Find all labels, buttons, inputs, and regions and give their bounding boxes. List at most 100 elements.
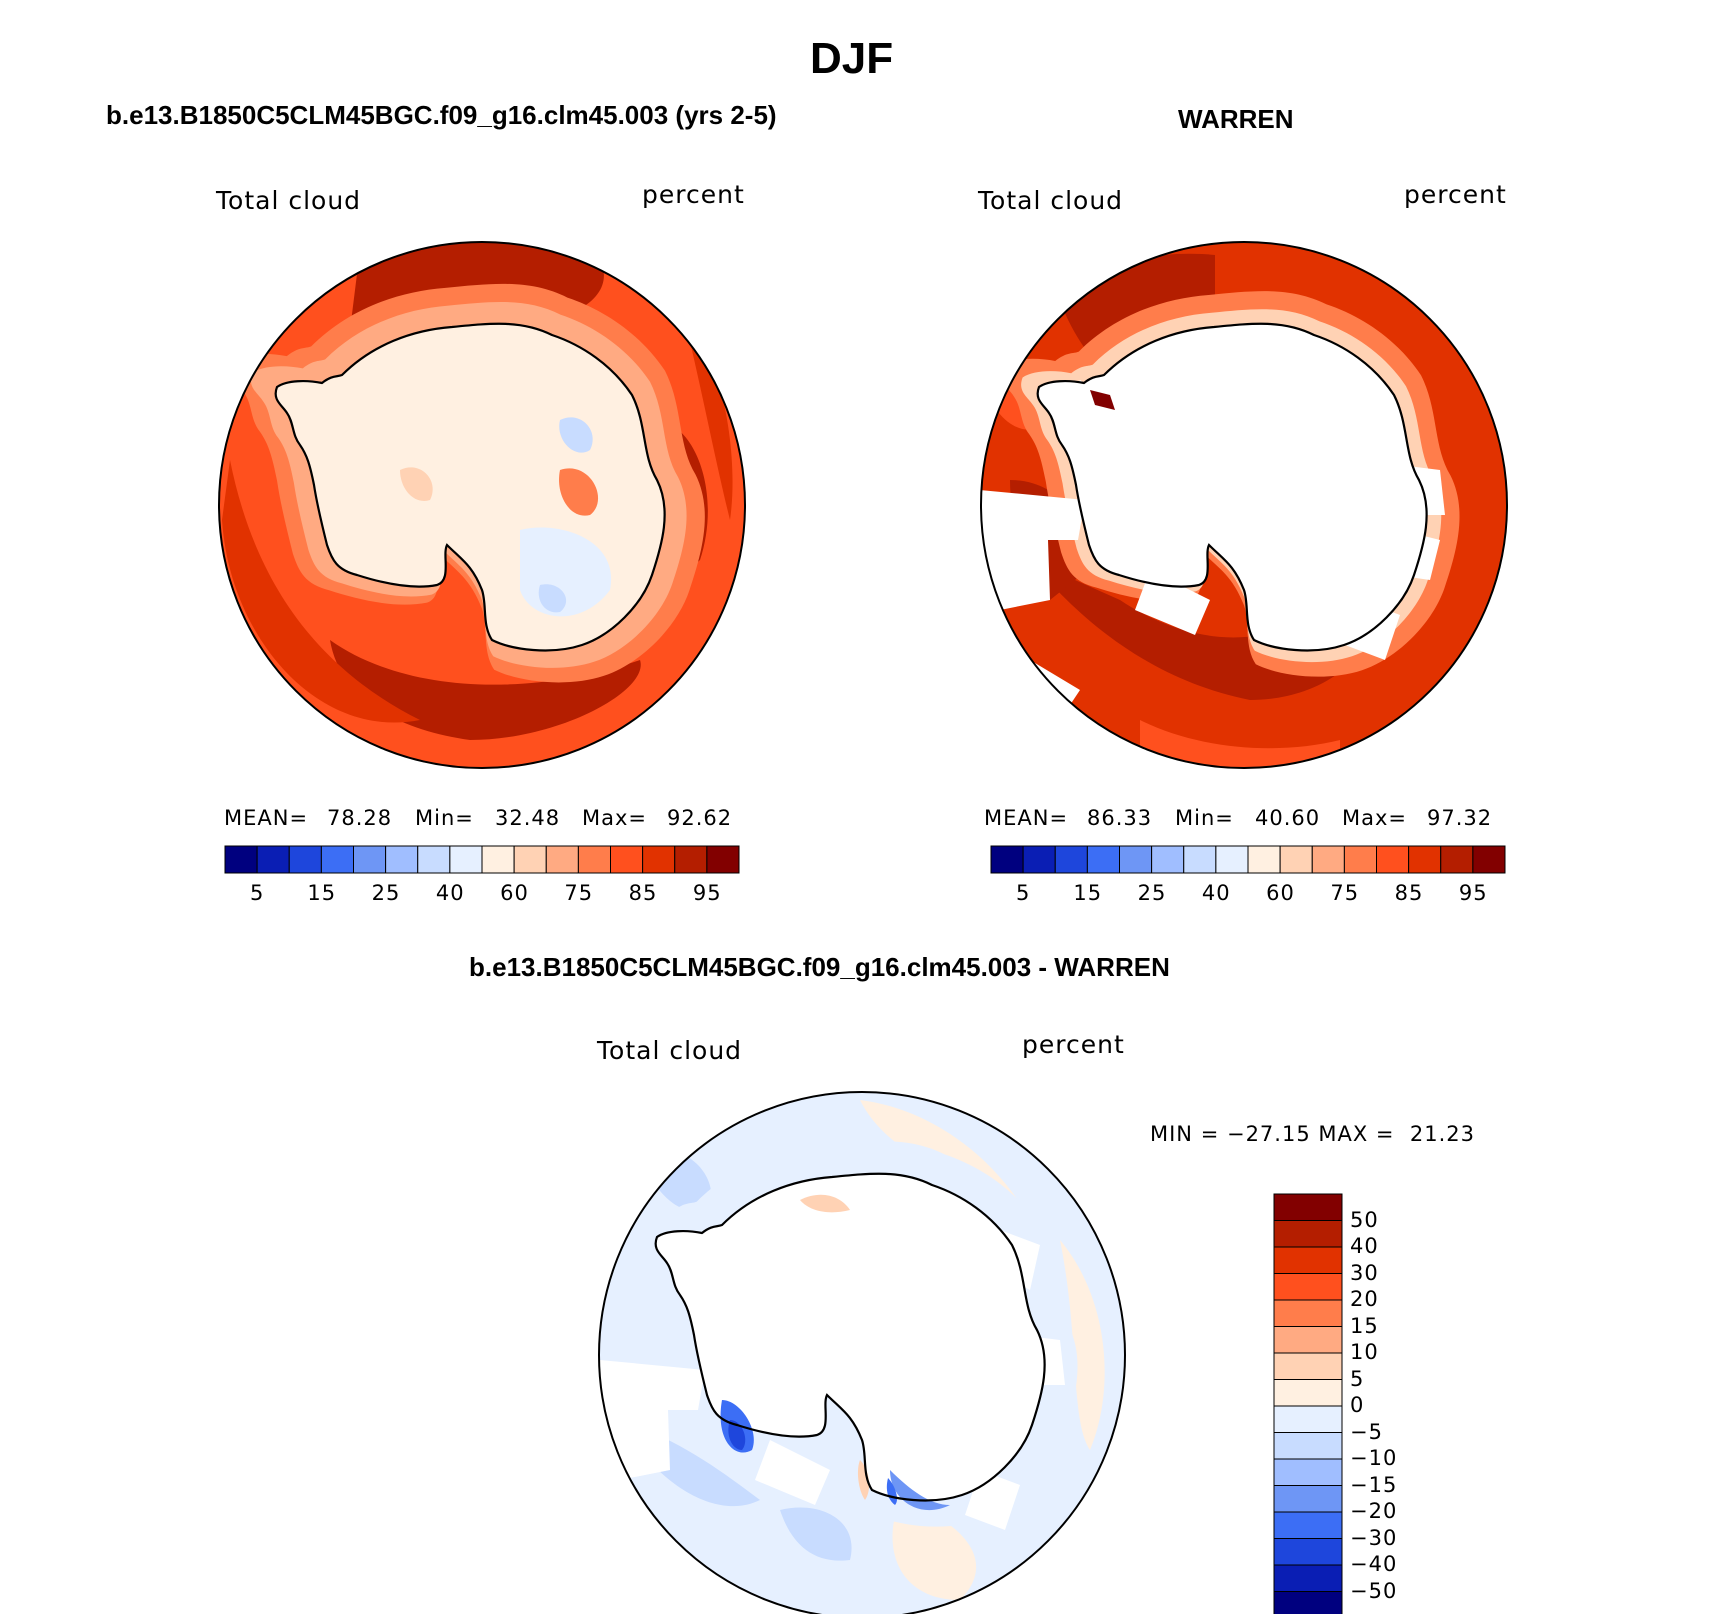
panel-1-colorbar-box <box>642 845 676 874</box>
panel-3-colorbar-label: −40 <box>1350 1552 1398 1576</box>
panel-1-colorbar-tick: 85 <box>628 881 658 905</box>
panel-2-colorbar-box <box>1376 845 1410 874</box>
panel-3-colorbar-box <box>1273 1379 1343 1407</box>
panel-1-colorbar-tick: 40 <box>435 881 465 905</box>
panel-2-map-outline <box>980 241 1508 769</box>
panel-2-colorbar-box <box>1022 845 1056 874</box>
panel-3-colorbar-label: −50 <box>1350 1578 1398 1603</box>
panel-2-colorbar-tick: 75 <box>1330 881 1360 905</box>
panel-3-colorbar-box <box>1273 1591 1343 1614</box>
panel-3-colorbar-label: 50 <box>1350 1207 1379 1232</box>
panel-1-mean-label: MEAN= <box>224 806 309 830</box>
panel-3-colorbar-box <box>1273 1273 1343 1301</box>
panel-3-colorbar-box <box>1273 1352 1343 1380</box>
panel-1-min-label: Min= <box>415 806 474 830</box>
panel-1-colorbar-box <box>224 845 258 874</box>
panel-3-colorbar-box <box>1273 1193 1343 1221</box>
panel-3-colorbar <box>1273 1193 1343 1614</box>
panel-3-colorbar-label: 20 <box>1350 1287 1379 1311</box>
panel-3-colorbar-label: −10 <box>1350 1446 1398 1470</box>
panel-2-colorbar-tick: 5 <box>1015 881 1031 905</box>
panel-3-colorbar-box <box>1273 1458 1343 1486</box>
panel-2-mean-label: MEAN= <box>984 806 1069 830</box>
panel-3-colorbar-box <box>1273 1246 1343 1274</box>
panel-1-map-outline <box>218 241 746 769</box>
panel-1-colorbar-tick: 5 <box>249 881 265 905</box>
panel-1-colorbar <box>224 845 740 874</box>
panel-1-max-label: Max= <box>582 806 648 830</box>
panel-2-colorbar-box <box>990 845 1024 874</box>
panel-2-colorbar-box <box>1215 845 1249 874</box>
panel-1-mean-value: 78.28 <box>327 806 393 830</box>
panel-1-colorbar-tick: 95 <box>692 881 722 905</box>
panel-3-colorbar-box <box>1273 1432 1343 1460</box>
panel-1-colorbar-box <box>481 845 515 874</box>
panel-2-colorbar-tick: 95 <box>1458 881 1488 905</box>
panel-1-colorbar-box <box>288 845 322 874</box>
figure-title: DJF <box>810 34 894 83</box>
panel-3-colorbar-label: 40 <box>1350 1234 1379 1258</box>
panel-1-heading: b.e13.B1850C5CLM45BGC.f09_g16.clm45.003 … <box>106 100 777 130</box>
panel-3-map <box>599 1092 1125 1614</box>
panel-2-colorbar-box <box>1086 845 1120 874</box>
panel-3-variable-label: Total cloud <box>597 1036 743 1065</box>
panel-2-colorbar <box>990 845 1506 874</box>
panel-3-map-outline <box>598 1091 1126 1614</box>
panel-1-units-label: percent <box>642 180 745 209</box>
panel-3-colorbar-box <box>1273 1299 1343 1327</box>
panel-3-colorbar-label: 0 <box>1350 1393 1365 1417</box>
panel-2-colorbar-tick: 25 <box>1137 881 1167 905</box>
panel-2-colorbar-tick: 15 <box>1073 881 1103 905</box>
panel-1-colorbar-box <box>417 845 451 874</box>
panel-2-colorbar-box <box>1054 845 1088 874</box>
panel-1-colorbar-tick: 15 <box>307 881 337 905</box>
panel-2-colorbar-tick: 60 <box>1266 881 1295 905</box>
panel-3-colorbar-box <box>1273 1220 1343 1248</box>
panel-3-colorbar-box <box>1273 1405 1343 1433</box>
panel-1-colorbar-tick: 75 <box>564 881 594 905</box>
panel-1-colorbar-box <box>545 845 579 874</box>
panel-1-colorbar-box <box>610 845 644 874</box>
panel-2-colorbar-box <box>1183 845 1217 874</box>
panel-3-colorbar-label: 5 <box>1350 1366 1365 1391</box>
panel-2-colorbar-tick: 85 <box>1394 881 1424 905</box>
panel-2-colorbar-box <box>1440 845 1474 874</box>
panel-2-colorbar-box <box>1247 845 1281 874</box>
panel-2-heading: WARREN <box>1178 104 1294 134</box>
panel-3-colorbar-label: −5 <box>1350 1419 1383 1444</box>
panel-2-colorbar-box <box>1119 845 1153 874</box>
panel-2-variable-label: Total cloud <box>978 186 1124 215</box>
panel-1-colorbar-box <box>449 845 483 874</box>
panel-1-max-value: 92.62 <box>667 806 733 830</box>
panel-2-min-label: Min= <box>1175 806 1234 830</box>
panel-3-colorbar-label: −20 <box>1350 1499 1398 1523</box>
panel-1-colorbar-tick: 25 <box>371 881 401 905</box>
panel-3-colorbar-label: 10 <box>1350 1340 1379 1364</box>
panel-1-map <box>219 242 745 768</box>
panel-2-colorbar-box <box>1279 845 1313 874</box>
panel-2-colorbar-box <box>1311 845 1345 874</box>
panel-2-units-label: percent <box>1404 180 1507 209</box>
panel-2-map <box>981 242 1507 768</box>
panel-3-colorbar-label: 30 <box>1350 1260 1379 1285</box>
panel-1-colorbar-box <box>353 845 387 874</box>
panel-1-colorbar-box <box>256 845 290 874</box>
panel-2-mean-value: 86.33 <box>1087 806 1153 830</box>
panel-3-units-label: percent <box>1022 1030 1125 1059</box>
panel-3-colorbar-box <box>1273 1485 1343 1513</box>
panel-2-colorbar-box <box>1408 845 1442 874</box>
panel-1-min-value: 32.48 <box>495 806 561 830</box>
panel-3-heading: b.e13.B1850C5CLM45BGC.f09_g16.clm45.003 … <box>469 952 1170 982</box>
panel-1-colorbar-box <box>513 845 547 874</box>
panel-3-colorbar-box <box>1273 1538 1343 1566</box>
panel-3-colorbar-box <box>1273 1511 1343 1539</box>
panel-2-max-label: Max= <box>1342 806 1408 830</box>
panel-3-colorbar-label: 15 <box>1350 1313 1379 1338</box>
panel-2-max-value: 97.32 <box>1427 806 1493 830</box>
panel-1-colorbar-box <box>320 845 354 874</box>
panel-1-colorbar-box <box>674 845 708 874</box>
panel-1-colorbar-tick: 60 <box>500 881 529 905</box>
panel-2-colorbar-box <box>1151 845 1185 874</box>
panel-2-colorbar-box <box>1472 845 1506 874</box>
panel-1-colorbar-box <box>577 845 611 874</box>
